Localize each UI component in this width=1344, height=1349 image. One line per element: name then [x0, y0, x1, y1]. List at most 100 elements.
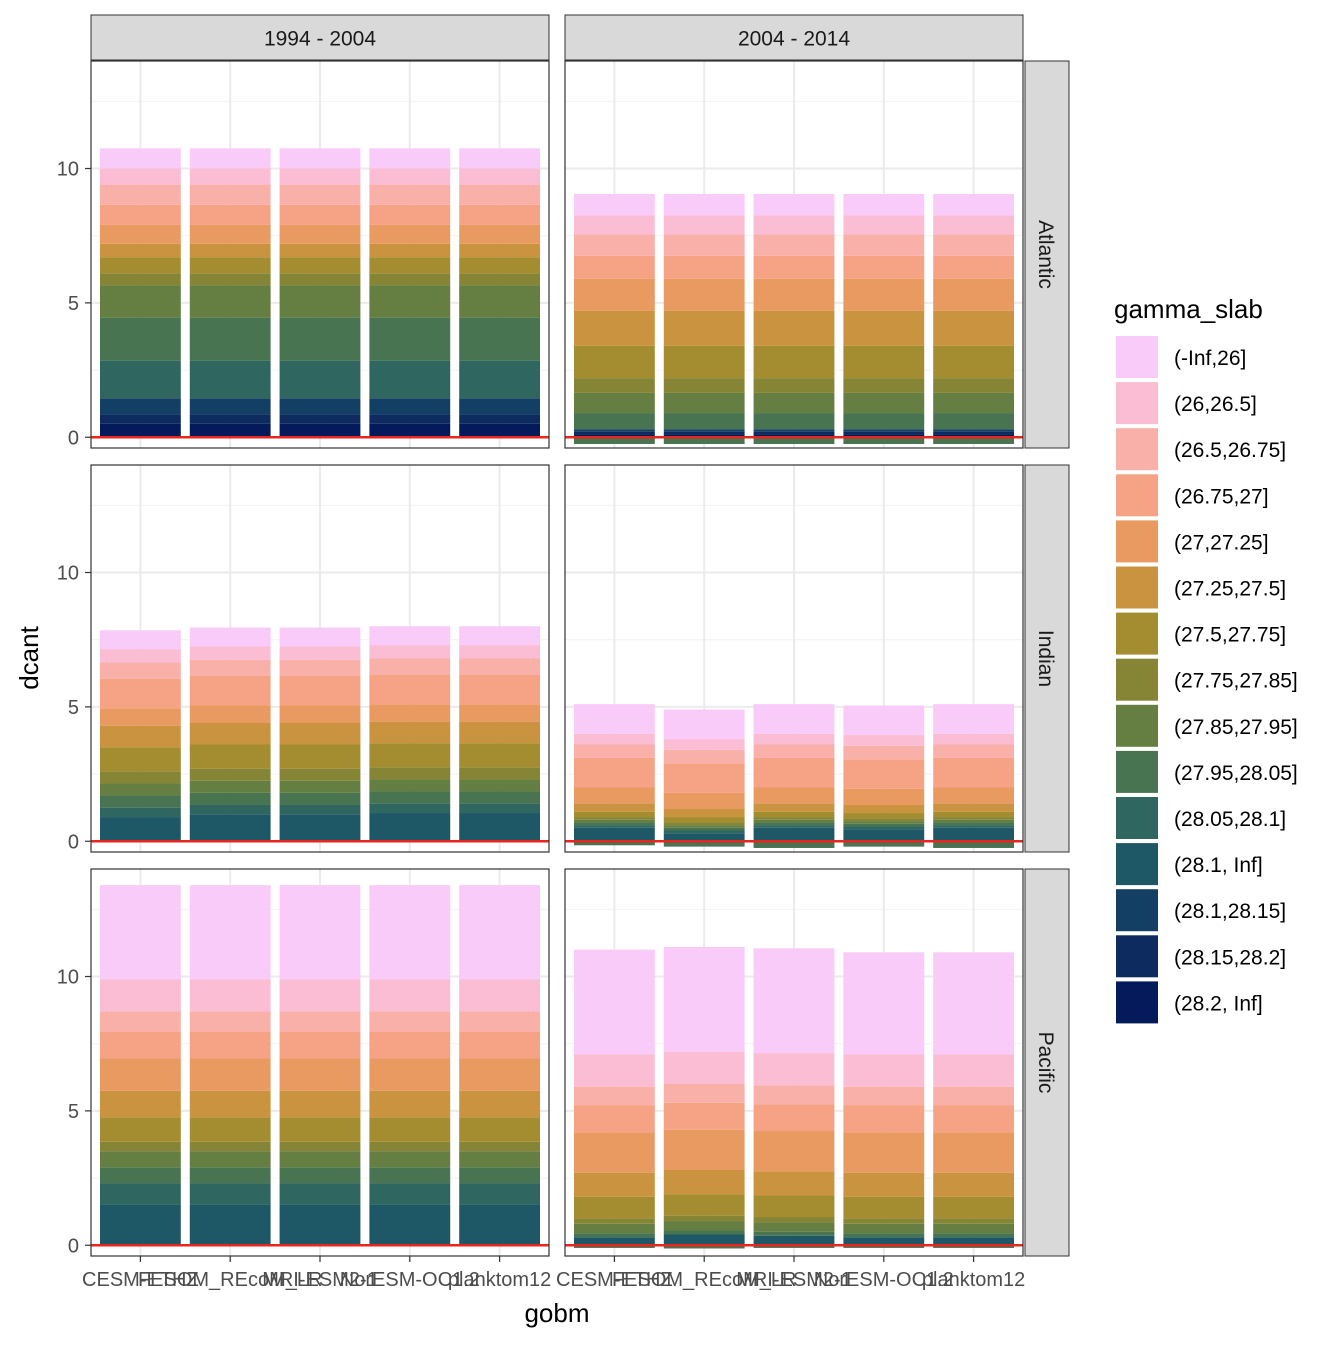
bar-segment [99, 783, 181, 796]
bar-segment [99, 649, 181, 663]
bar-segment [99, 148, 181, 169]
bar-segment [279, 780, 361, 793]
bar-segment [189, 768, 271, 781]
bar-segment [459, 1090, 541, 1118]
bar-segment [843, 1086, 925, 1106]
bar-segment [369, 184, 451, 205]
legend-label: (27.95,28.05] [1174, 762, 1298, 785]
bar-segment [189, 148, 271, 169]
bar-segment [279, 1031, 361, 1059]
bar-segment [843, 952, 925, 1055]
panel-indian-1994-2004: 0 5 10 [57, 464, 550, 853]
legend-swatch [1116, 474, 1158, 517]
bar-segment [753, 1085, 835, 1105]
facet-strip-label: Indian [1034, 630, 1057, 687]
bar-segment [663, 827, 745, 831]
bar-segment [573, 757, 655, 788]
bar-segment [933, 825, 1015, 828]
legend-label: (27,27.25] [1174, 531, 1269, 554]
bar-segment [663, 345, 745, 379]
y-tick-label: 5 [68, 697, 79, 719]
bar-segment [573, 1132, 655, 1173]
y-tick-label: 0 [68, 831, 79, 853]
bar-segment [369, 414, 451, 424]
panel-border [90, 60, 550, 449]
x-tick-label: FESOM_REcoM_LR [138, 1269, 323, 1291]
bar-segment [933, 704, 1015, 734]
bar-segment [843, 829, 925, 842]
bar-segment [753, 827, 835, 842]
bar-segment [663, 310, 745, 346]
bar-segment [843, 413, 925, 430]
bar-segment [933, 378, 1015, 393]
legend-title: gamma_slab [1114, 294, 1263, 324]
bar-segment [663, 1084, 745, 1103]
bar-segment [279, 423, 361, 438]
bar-segment [933, 811, 1015, 818]
bar-segment [753, 310, 835, 346]
bar-segment [753, 413, 835, 430]
bar-segment [99, 184, 181, 205]
bar-segment [753, 817, 835, 820]
bar-segment [279, 705, 361, 723]
bar-segment [369, 658, 451, 675]
bar-segment [843, 823, 925, 827]
bar-segment [279, 1141, 361, 1152]
legend-item: (27.75,27.85] [1116, 658, 1298, 701]
bar-segment [279, 184, 361, 205]
bar-segment [843, 826, 925, 830]
bar-segment [369, 148, 451, 169]
bar-segment [753, 434, 835, 438]
bar-segment [459, 398, 541, 415]
bar-segment [459, 1117, 541, 1142]
bar-segment [369, 360, 451, 399]
bar-segment [99, 979, 181, 1012]
bar-segment [459, 743, 541, 768]
x-tick-label: NorESM-OC1.2 [340, 1269, 480, 1291]
bar-segment [189, 1167, 271, 1184]
bar-segment [99, 1141, 181, 1152]
facet-strip-label: Pacific [1034, 1032, 1057, 1094]
bar-segment [663, 437, 745, 444]
bar-segment [933, 431, 1015, 435]
bar-segment [573, 194, 655, 216]
legend-item: (27,27.25] [1116, 520, 1269, 563]
bar-segment [99, 1117, 181, 1142]
bar-segment [189, 723, 271, 745]
bar-segment [933, 819, 1015, 823]
bar-segment [663, 392, 745, 414]
bar-segment [933, 757, 1015, 788]
bar-segment [663, 1170, 745, 1195]
bar-segment [459, 257, 541, 274]
bar-segment [189, 646, 271, 660]
y-tick-label: 5 [68, 293, 79, 315]
bar-segment [369, 273, 451, 286]
bar-segment [663, 234, 745, 256]
bar-segment [459, 423, 541, 438]
bar-segment [459, 414, 541, 424]
bar-segment [189, 627, 271, 647]
legend-label: (26.75,27] [1174, 485, 1269, 508]
bar-segment [189, 804, 271, 815]
bar-segment [189, 675, 271, 706]
bar-segment [369, 1011, 451, 1032]
bar-segment [573, 1054, 655, 1087]
bar-segment [933, 1086, 1015, 1106]
bar-segment [663, 194, 745, 216]
bar-segment [573, 827, 655, 842]
bar-segment [189, 979, 271, 1012]
x-tick-label: NorESM-OC1.2 [814, 1269, 954, 1291]
bar-segment [663, 413, 745, 430]
bar-segment [189, 204, 271, 225]
bar-segment [369, 767, 451, 780]
bar-segment [933, 733, 1015, 745]
bar-segment [279, 148, 361, 169]
bar-segment [753, 841, 835, 848]
bar-segment [459, 1058, 541, 1091]
bar-segment [573, 1172, 655, 1197]
bar-segment [279, 804, 361, 815]
bar-segment [369, 779, 451, 792]
bar-segment [99, 678, 181, 709]
legend-item: (26.75,27] [1116, 474, 1269, 517]
